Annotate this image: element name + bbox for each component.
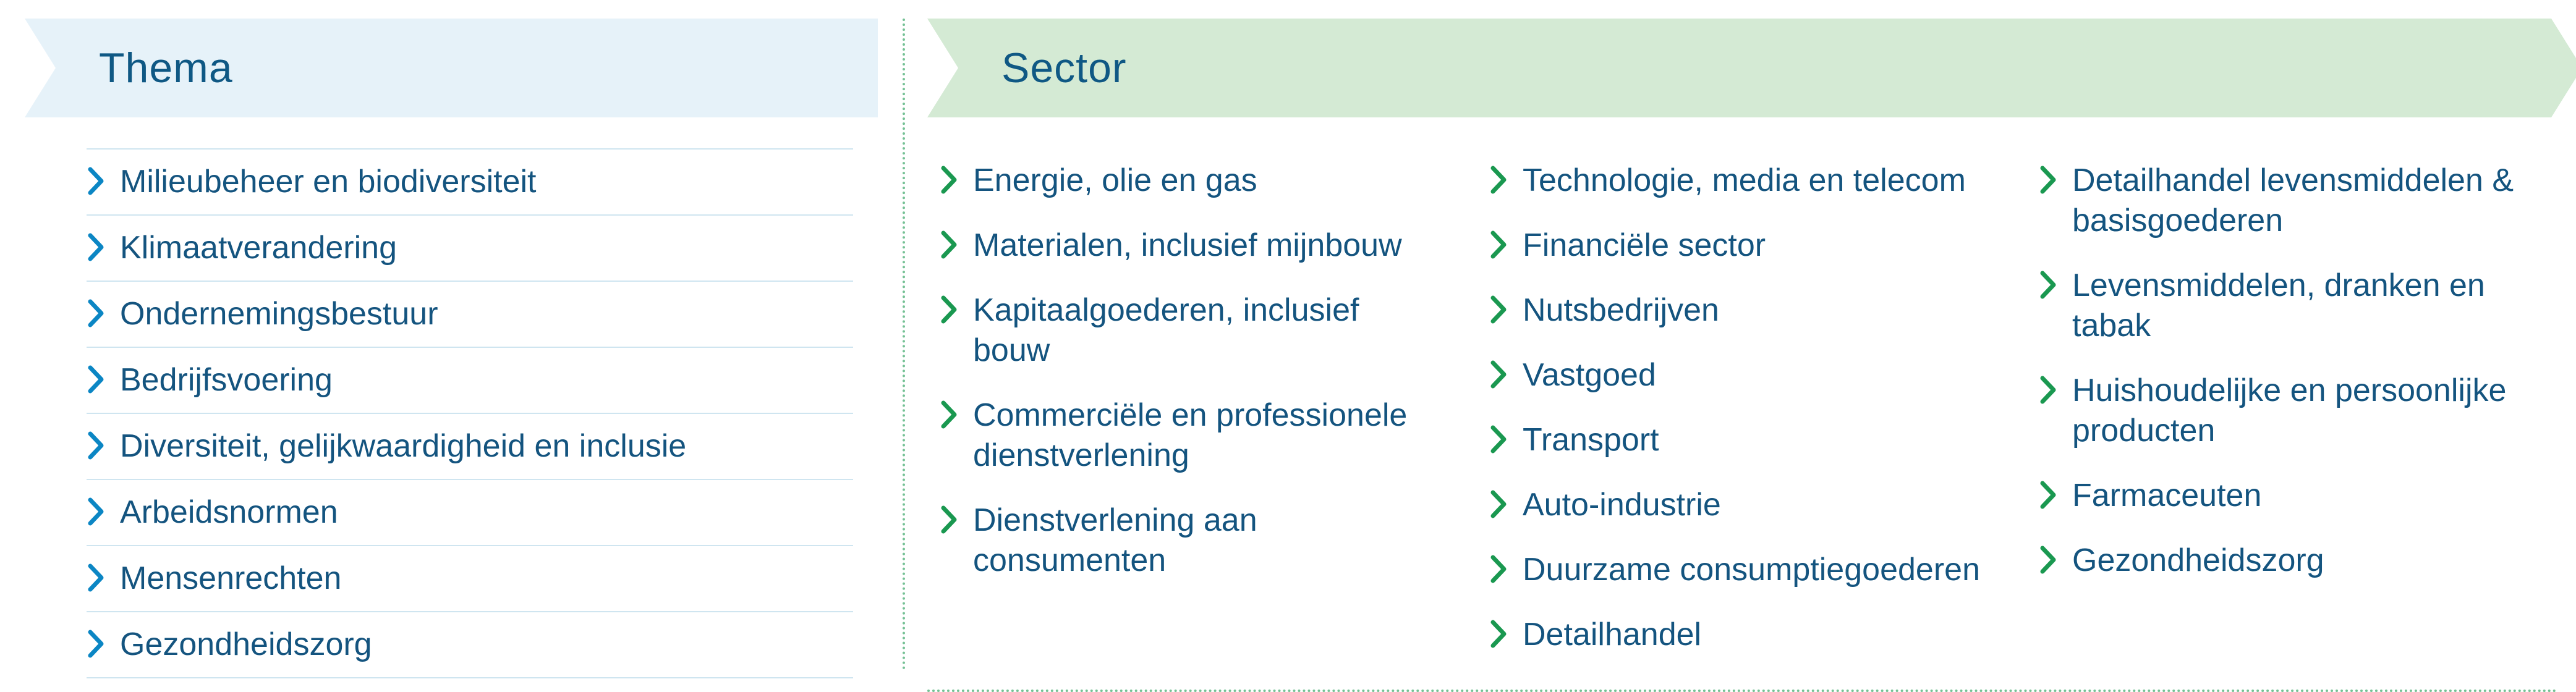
chevron-right-icon: [87, 563, 105, 592]
list-item: Duurzame consumptiegoederen: [1489, 538, 1989, 602]
list-item-label: Gezondheidszorg: [120, 625, 853, 665]
chevron-right-icon: [1489, 166, 1508, 194]
chevron-right-icon: [1489, 490, 1508, 518]
sector-list: Technologie, media en telecom Financiële …: [1489, 148, 1989, 667]
list-item: Huishoudelijke en persoonlijke producten: [2039, 358, 2539, 463]
list-item-label: Klimaatverandering: [120, 228, 853, 268]
list-item: Detailhandel: [1489, 602, 1989, 667]
list-item: Vastgoed: [1489, 343, 1989, 408]
list-item: Mensenrechten: [87, 545, 853, 611]
chevron-right-icon: [2039, 481, 2057, 509]
sector-list-col-2: Technologie, media en telecom Financiële …: [1477, 148, 2002, 667]
list-item-label: Detailhandel levensmiddelen & basisgoede…: [2072, 161, 2539, 241]
list-item-label: Auto-industrie: [1523, 485, 1989, 525]
list-item-label: Huishoudelijke en persoonlijke producten: [2072, 371, 2539, 451]
sector-column: Sector Energie, olie en gas Materialen, i…: [927, 19, 2551, 670]
infographic-root: Thema Milieubeheer en biodiversiteit Klim…: [0, 0, 2576, 688]
chevron-right-icon: [87, 299, 105, 327]
list-item: Materialen, inclusief mijnbouw: [940, 213, 1440, 278]
thema-title: Thema: [99, 44, 233, 92]
sector-banner: Sector: [927, 19, 2551, 117]
list-item-label: Diversiteit, gelijkwaardigheid en inclus…: [120, 426, 853, 466]
sector-list: Detailhandel levensmiddelen & basisgoede…: [2039, 148, 2539, 593]
list-item-label: Ondernemingsbestuur: [120, 294, 853, 334]
list-item: Detailhandel levensmiddelen & basisgoede…: [2039, 148, 2539, 253]
list-item: Diversiteit, gelijkwaardigheid en inclus…: [87, 413, 853, 479]
chevron-right-icon: [1489, 360, 1508, 389]
list-item: Dienstverlening aan consumenten: [940, 488, 1440, 593]
list-item-label: Duurzame consumptiegoederen: [1523, 550, 1989, 590]
chevron-right-icon: [1489, 555, 1508, 583]
chevron-right-icon: [87, 167, 105, 195]
vertical-divider: [903, 19, 905, 670]
list-item: Klimaatverandering: [87, 214, 853, 281]
list-item: Gezondheidszorg: [87, 611, 853, 678]
list-item-label: Milieubeheer en biodiversiteit: [120, 162, 853, 202]
list-item-label: Farmaceuten: [2072, 476, 2539, 516]
list-item-label: Vastgoed: [1523, 355, 1989, 395]
chevron-right-icon: [2039, 376, 2057, 404]
chevron-right-icon: [87, 497, 105, 526]
chevron-right-icon: [87, 365, 105, 394]
sector-inner: Energie, olie en gas Materialen, inclusie…: [927, 148, 2551, 667]
list-item: Kapitaalgoederen, inclusief bouw: [940, 278, 1440, 383]
list-item-label: Financiële sector: [1523, 226, 1989, 266]
list-item: Financiële sector: [1489, 213, 1989, 278]
chevron-right-icon: [1489, 425, 1508, 454]
list-item-label: Arbeidsnormen: [120, 492, 853, 533]
list-item-label: Gezondheidszorg: [2072, 541, 2539, 581]
list-item-label: Dienstverlening aan consumenten: [973, 500, 1440, 581]
list-item: Farmaceuten: [2039, 463, 2539, 528]
list-item-label: Bedrijfsvoering: [120, 360, 853, 400]
list-item-label: Transport: [1523, 420, 1989, 460]
list-item: Nutsbedrijven: [1489, 278, 1989, 343]
thema-list: Milieubeheer en biodiversiteit Klimaatver…: [87, 148, 853, 678]
list-item-label: Technologie, media en telecom: [1523, 161, 1989, 201]
chevron-right-icon: [2039, 546, 2057, 574]
list-item-label: Detailhandel: [1523, 615, 1989, 655]
chevron-right-icon: [1489, 620, 1508, 648]
list-item: Auto-industrie: [1489, 473, 1989, 538]
chevron-right-icon: [940, 400, 958, 429]
list-item: Bedrijfsvoering: [87, 347, 853, 413]
sector-lists-grid: Energie, olie en gas Materialen, inclusie…: [927, 148, 2551, 667]
list-item: Commerciële en professionele dienstverle…: [940, 383, 1440, 488]
sector-title: Sector: [1001, 44, 1127, 92]
thema-list-area: Milieubeheer en biodiversiteit Klimaatver…: [25, 148, 878, 678]
columns-container: Thema Milieubeheer en biodiversiteit Klim…: [25, 19, 2551, 670]
chevron-right-icon: [940, 230, 958, 259]
list-item-label: Mensenrechten: [120, 559, 853, 599]
list-item-label: Materialen, inclusief mijnbouw: [973, 226, 1440, 266]
list-item-label: Levensmiddelen, dranken en tabak: [2072, 266, 2539, 346]
list-item: Energie, olie en gas: [940, 148, 1440, 213]
chevron-right-icon: [1489, 230, 1508, 259]
list-item: Ondernemingsbestuur: [87, 281, 853, 347]
list-item-label: Nutsbedrijven: [1523, 290, 1989, 331]
list-item: Technologie, media en telecom: [1489, 148, 1989, 213]
chevron-right-icon: [87, 233, 105, 261]
chevron-right-icon: [87, 431, 105, 460]
thema-column: Thema Milieubeheer en biodiversiteit Klim…: [25, 19, 878, 670]
thema-banner: Thema: [25, 19, 878, 117]
chevron-right-icon: [940, 505, 958, 534]
list-item: Milieubeheer en biodiversiteit: [87, 148, 853, 214]
list-item-label: Commerciële en professionele dienstverle…: [973, 395, 1440, 476]
chevron-right-icon: [87, 630, 105, 658]
list-item: Gezondheidszorg: [2039, 528, 2539, 593]
list-item: Transport: [1489, 408, 1989, 473]
sector-list: Energie, olie en gas Materialen, inclusie…: [940, 148, 1440, 593]
sector-list-col-1: Energie, olie en gas Materialen, inclusie…: [927, 148, 1452, 667]
list-item: Arbeidsnormen: [87, 479, 853, 545]
list-item: Levensmiddelen, dranken en tabak: [2039, 253, 2539, 358]
sector-list-col-3: Detailhandel levensmiddelen & basisgoede…: [2026, 148, 2551, 667]
chevron-right-icon: [1489, 295, 1508, 324]
chevron-right-icon: [2039, 271, 2057, 299]
chevron-right-icon: [2039, 166, 2057, 194]
list-item-label: Kapitaalgoederen, inclusief bouw: [973, 290, 1440, 371]
chevron-right-icon: [940, 295, 958, 324]
chevron-right-icon: [940, 166, 958, 194]
list-item-label: Energie, olie en gas: [973, 161, 1440, 201]
